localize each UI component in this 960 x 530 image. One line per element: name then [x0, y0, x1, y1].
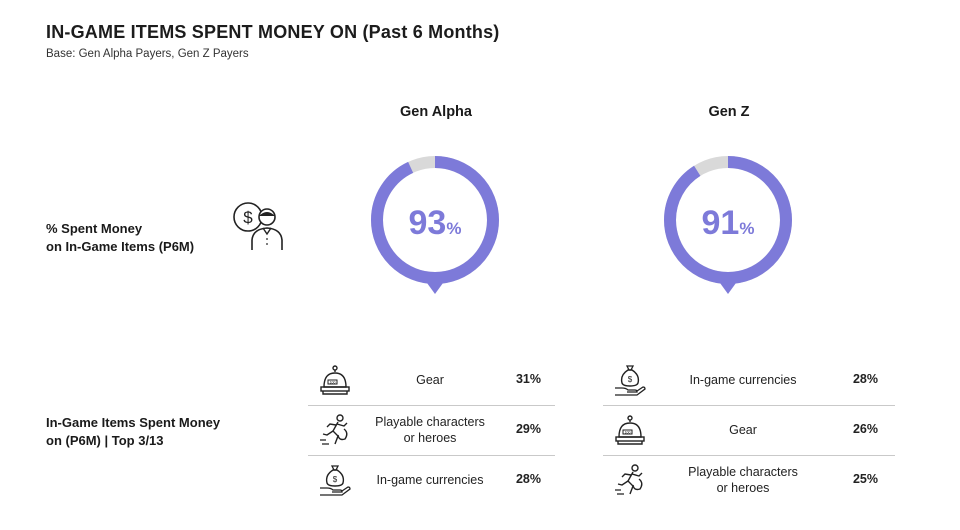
money-person-icon: $ — [233, 202, 283, 250]
running-hero-icon — [318, 413, 352, 447]
page-title: IN-GAME ITEMS SPENT MONEY ON (Past 6 Mon… — [46, 22, 500, 42]
item-label-line: or heroes — [403, 431, 457, 445]
item-label-line: In-game currencies — [689, 373, 797, 387]
row-divider — [603, 455, 895, 456]
item-value: 26% — [852, 422, 878, 436]
spent-money-label-line1: % Spent Money — [46, 221, 143, 236]
gen-z-ring-chart: 91% — [664, 156, 792, 294]
svg-text:100: 100 — [330, 381, 336, 385]
table-row: 100 Gear 26% — [603, 407, 895, 457]
money-bag-hand-icon: $ — [613, 363, 647, 397]
item-value: 29% — [515, 422, 541, 436]
table-row: 100 Gear 31% — [308, 357, 555, 407]
ring-value-arc — [371, 156, 499, 284]
page-subtitle: Base: Gen Alpha Payers, Gen Z Payers — [46, 48, 249, 60]
items-spent-label-line1: In-Game Items Spent Money — [46, 415, 221, 430]
item-label-line: or heroes — [716, 481, 770, 495]
item-label-line: In-game currencies — [376, 473, 484, 487]
gen-alpha-ring-chart: 93% — [371, 156, 499, 294]
svg-text:100: 100 — [625, 431, 631, 435]
ring-value-label: 91% — [702, 204, 755, 242]
item-label: Playable characters or heroes — [355, 414, 505, 446]
gen-z-header: Gen Z — [708, 104, 750, 120]
bell-counter-icon: 100 — [613, 413, 647, 447]
table-row: Playable characters or heroes 29% — [308, 407, 555, 457]
row-divider — [603, 405, 895, 406]
item-label-line: Playable characters — [375, 415, 485, 429]
ring-pointer — [427, 283, 443, 294]
ring-value-arc — [664, 156, 792, 284]
item-value: 28% — [515, 472, 541, 486]
gen-z-items-table: $ In-game currencies 28% 100 Gear 26% Playable… — [603, 357, 895, 507]
money-bag-hand-icon: $ — [318, 463, 352, 497]
svg-text:$: $ — [333, 475, 338, 484]
ring-value-label: 93% — [409, 204, 462, 242]
bell-counter-icon: 100 — [318, 363, 352, 397]
svg-text:$: $ — [243, 208, 253, 227]
gen-alpha-items-table: 100 Gear 31% Playable characters or heroes 29… — [308, 357, 555, 507]
item-value: 28% — [852, 372, 878, 386]
item-label: Playable characters or heroes — [668, 464, 818, 496]
gen-alpha-header: Gen Alpha — [400, 104, 472, 120]
item-label: In-game currencies — [355, 472, 505, 488]
table-row: Playable characters or heroes 25% — [603, 457, 895, 507]
spent-money-label-line2: on In-Game Items (P6M) — [46, 239, 195, 254]
item-label: Gear — [355, 372, 505, 388]
ring-pointer — [720, 283, 736, 294]
svg-text:$: $ — [628, 375, 633, 384]
item-label-line: Playable characters — [688, 465, 798, 479]
item-label: Gear — [668, 422, 818, 438]
item-label-line: Gear — [729, 423, 757, 437]
items-spent-label: In-Game Items Spent Money on (P6M) | Top… — [46, 414, 220, 450]
item-label-line: Gear — [416, 373, 444, 387]
running-hero-icon — [613, 463, 647, 497]
row-divider — [308, 405, 555, 406]
item-value: 31% — [515, 372, 541, 386]
item-value: 25% — [852, 472, 878, 486]
table-row: $ In-game currencies 28% — [603, 357, 895, 407]
items-spent-label-line2: on (P6M) | Top 3/13 — [46, 433, 164, 448]
row-divider — [308, 455, 555, 456]
spent-money-label: % Spent Money on In-Game Items (P6M) — [46, 220, 194, 256]
table-row: $ In-game currencies 28% — [308, 457, 555, 507]
item-label: In-game currencies — [668, 372, 818, 388]
